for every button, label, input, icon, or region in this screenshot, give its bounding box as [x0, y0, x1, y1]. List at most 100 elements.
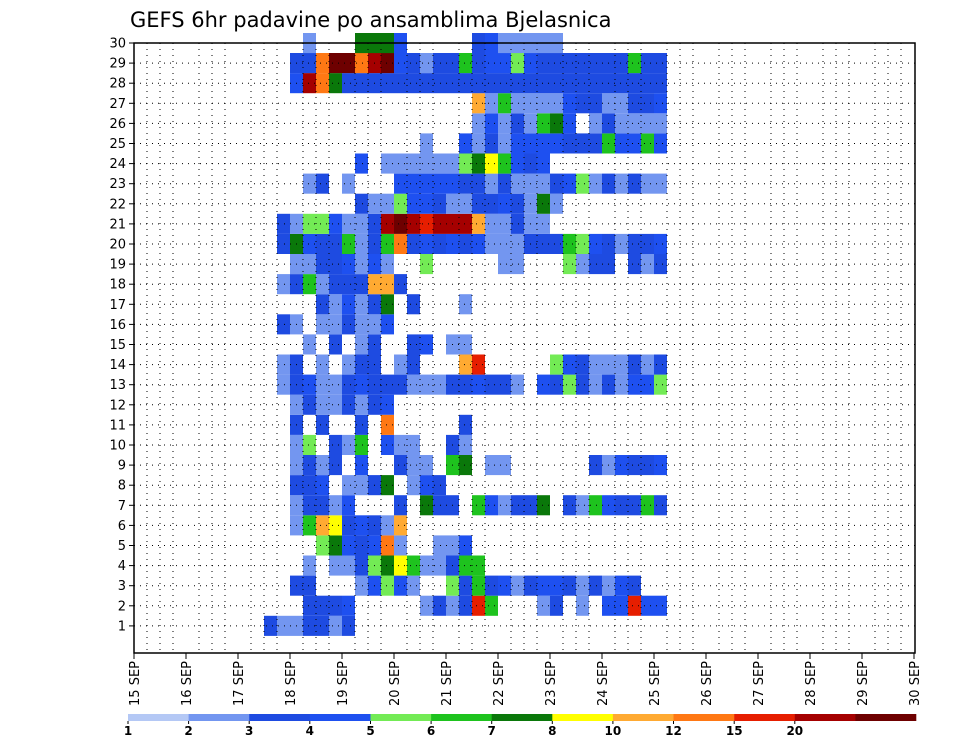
precip-cell: [511, 173, 524, 194]
precip-cell: [407, 233, 420, 254]
precip-cell: [615, 354, 628, 375]
precip-cell: [615, 575, 628, 596]
precip-cell: [329, 334, 342, 355]
precip-cell: [329, 555, 342, 576]
precip-cell: [342, 314, 355, 335]
y-tick-label: 24: [109, 157, 126, 172]
precip-cell: [576, 73, 589, 94]
precip-cell: [589, 455, 602, 476]
precip-cell: [641, 93, 654, 114]
precip-cell: [511, 93, 524, 114]
precip-cell: [563, 73, 576, 94]
precip-cell: [329, 53, 342, 74]
x-tick-label: 30 SEP: [908, 661, 923, 706]
precip-cell: [316, 254, 329, 275]
precip-cell: [342, 254, 355, 275]
precip-cell: [433, 475, 446, 496]
precip-cell: [550, 193, 563, 214]
precip-cell: [381, 515, 394, 536]
precip-cell: [407, 475, 420, 496]
precip-cell: [472, 233, 485, 254]
precip-cell: [342, 173, 355, 194]
precip-cell: [459, 575, 472, 596]
precip-cell: [472, 213, 485, 234]
precip-cell: [433, 213, 446, 234]
precip-cell: [498, 173, 511, 194]
precip-cell: [277, 615, 290, 636]
precip-cell: [433, 193, 446, 214]
precip-cell: [342, 555, 355, 576]
precip-cell: [381, 434, 394, 455]
precip-cell: [654, 73, 667, 94]
precip-cell: [407, 575, 420, 596]
colorbar-label: 10: [605, 724, 622, 738]
y-tick-label: 21: [109, 217, 126, 232]
precip-cell: [589, 575, 602, 596]
precip-cell: [485, 173, 498, 194]
precip-cell: [342, 535, 355, 556]
precip-cell: [589, 113, 602, 134]
precip-cell: [433, 555, 446, 576]
precip-cell: [628, 575, 641, 596]
precip-cell: [433, 73, 446, 94]
precip-cell: [628, 354, 641, 375]
precip-cell: [316, 73, 329, 94]
precip-cell: [576, 354, 589, 375]
precip-cell: [355, 53, 368, 74]
precip-cell: [316, 495, 329, 516]
colorbar-label: 4: [306, 724, 314, 738]
precip-cell: [498, 153, 511, 174]
precip-cell: [303, 595, 316, 616]
colorbar-swatch: [249, 714, 311, 721]
precip-cell: [381, 394, 394, 415]
precip-cell: [537, 374, 550, 395]
precip-cell: [485, 233, 498, 254]
x-tick-label: 15 SEP: [128, 661, 143, 706]
y-tick-label: 20: [109, 238, 126, 253]
precip-cell: [407, 213, 420, 234]
y-tick-label: 23: [109, 177, 126, 192]
precip-cell: [511, 193, 524, 214]
precip-cell: [563, 495, 576, 516]
precip-cell: [433, 535, 446, 556]
precip-cell: [381, 53, 394, 74]
precip-cell: [342, 394, 355, 415]
colorbar-label: 6: [427, 724, 435, 738]
precip-cell: [615, 133, 628, 154]
precip-cell: [407, 294, 420, 315]
precip-cell: [615, 93, 628, 114]
precip-cell: [641, 595, 654, 616]
precip-cell: [329, 455, 342, 476]
colorbar-swatch: [491, 714, 553, 721]
precip-cell: [342, 495, 355, 516]
y-tick-label: 27: [109, 97, 126, 112]
precip-cell: [329, 254, 342, 275]
x-tick-label: 23 SEP: [544, 661, 559, 706]
precip-cell: [654, 173, 667, 194]
colorbar-label: 7: [488, 724, 496, 738]
x-tick-label: 22 SEP: [492, 661, 507, 706]
precip-cell: [654, 113, 667, 134]
precip-cell: [277, 374, 290, 395]
precip-cell: [316, 595, 329, 616]
precip-cell: [355, 233, 368, 254]
precip-cell: [355, 575, 368, 596]
precip-cell: [472, 354, 485, 375]
precip-cell: [498, 93, 511, 114]
precip-cell: [615, 374, 628, 395]
cells-layer: [264, 33, 667, 636]
precip-cell: [654, 133, 667, 154]
precip-cell: [329, 73, 342, 94]
x-tick-label: 25 SEP: [648, 661, 663, 706]
precip-cell: [628, 455, 641, 476]
precip-cell: [511, 254, 524, 275]
precip-cell: [550, 93, 563, 114]
colorbar-swatch: [188, 714, 250, 721]
y-tick-label: 28: [109, 77, 126, 92]
precip-cell: [641, 73, 654, 94]
precip-cell: [615, 53, 628, 74]
precip-cell: [303, 53, 316, 74]
precip-cell: [537, 173, 550, 194]
precip-cell: [316, 535, 329, 556]
precip-cell: [329, 615, 342, 636]
